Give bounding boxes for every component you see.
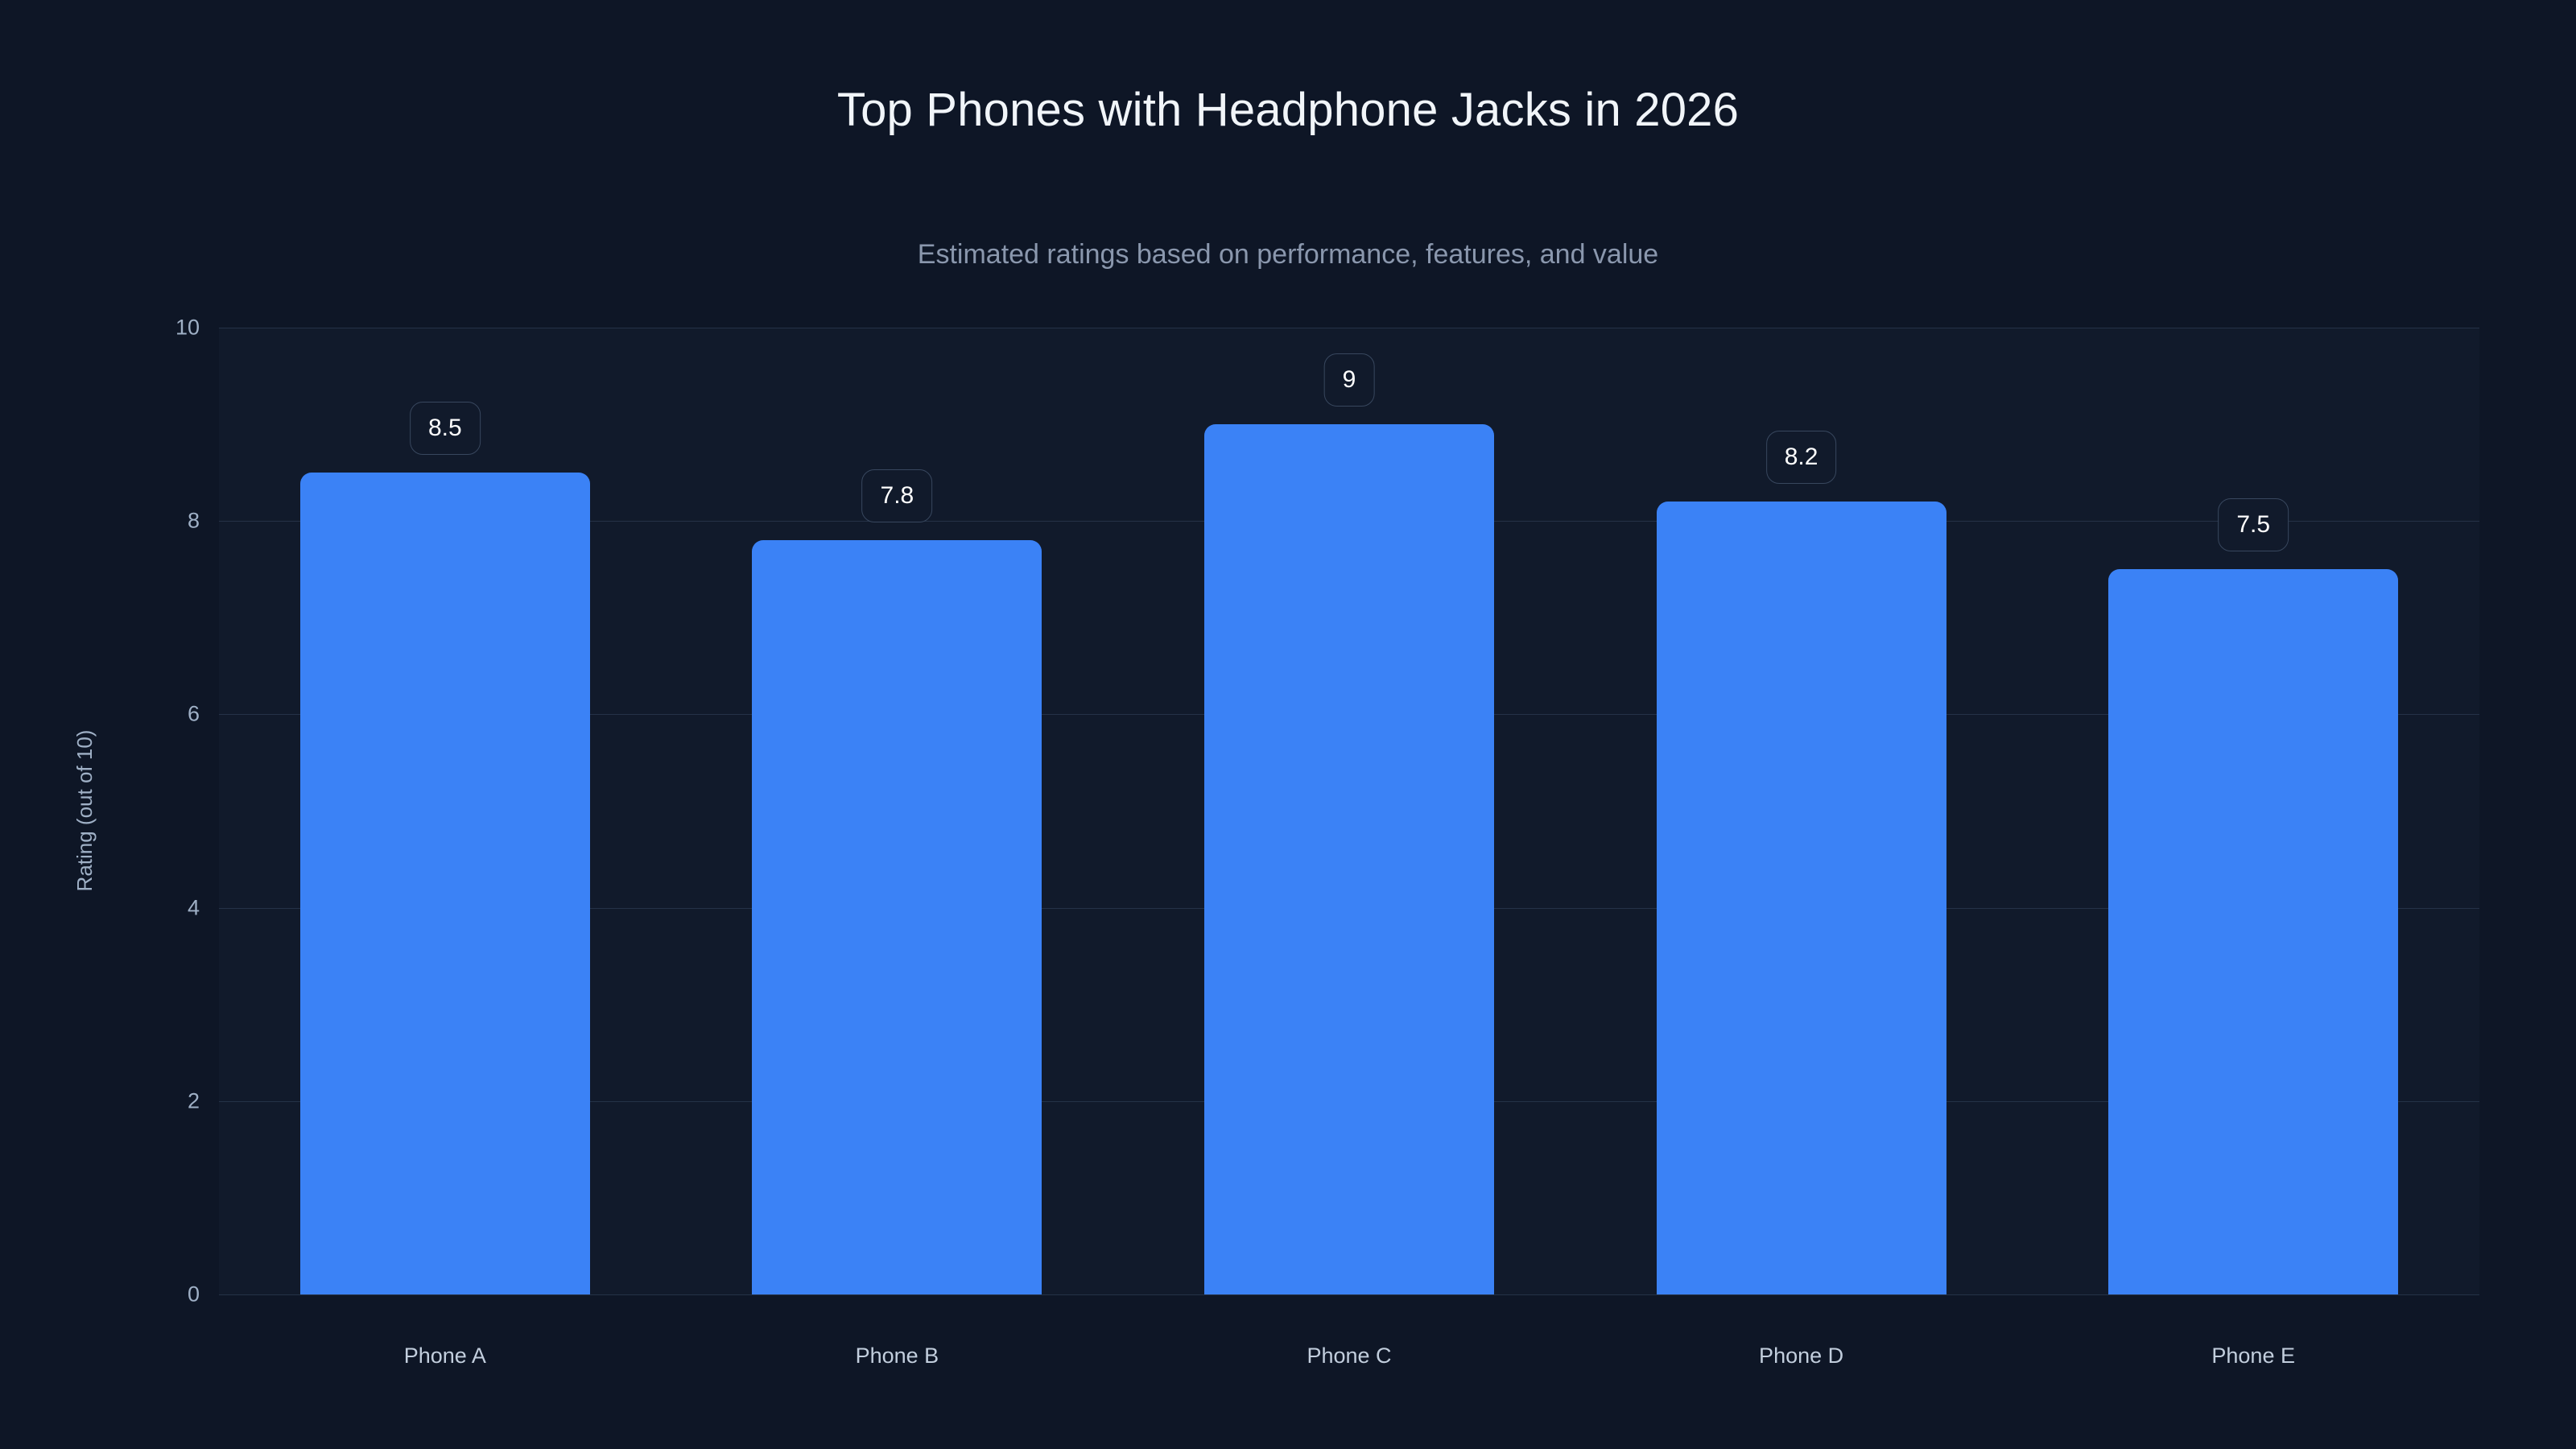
bar[interactable] (752, 540, 1042, 1294)
x-axis-tick-label: Phone D (1759, 1344, 1844, 1368)
y-axis-tick-label: 10 (175, 315, 200, 340)
y-axis-tick-label: 0 (187, 1282, 200, 1307)
bar[interactable] (1656, 502, 1946, 1294)
bar[interactable] (2108, 569, 2399, 1294)
bar[interactable] (1204, 424, 1494, 1294)
y-axis-tick-label: 8 (187, 508, 200, 533)
bar[interactable] (299, 473, 590, 1294)
value-label-badge: 8.5 (409, 402, 481, 456)
x-axis-tick-label: Phone A (403, 1344, 486, 1368)
x-axis-tick-label: Phone B (855, 1344, 939, 1368)
value-label-badge: 9 (1323, 353, 1375, 407)
x-axis-tick-label: Phone C (1307, 1344, 1392, 1368)
chart-subtitle: Estimated ratings based on performance, … (917, 239, 1659, 270)
plot-area (219, 328, 2479, 1295)
y-axis-tick-label: 6 (187, 701, 200, 726)
value-label-badge: 8.2 (1765, 431, 1837, 485)
value-label-badge: 7.5 (2218, 498, 2289, 552)
gridline (219, 1294, 2479, 1295)
y-axis-tick-label: 4 (187, 895, 200, 920)
value-label-badge: 7.8 (861, 469, 933, 523)
y-axis-title: Rating (out of 10) (72, 729, 97, 892)
y-axis-tick-label: 2 (187, 1088, 200, 1113)
chart-title: Top Phones with Headphone Jacks in 2026 (836, 84, 1740, 136)
x-axis-tick-label: Phone E (2211, 1344, 2295, 1368)
